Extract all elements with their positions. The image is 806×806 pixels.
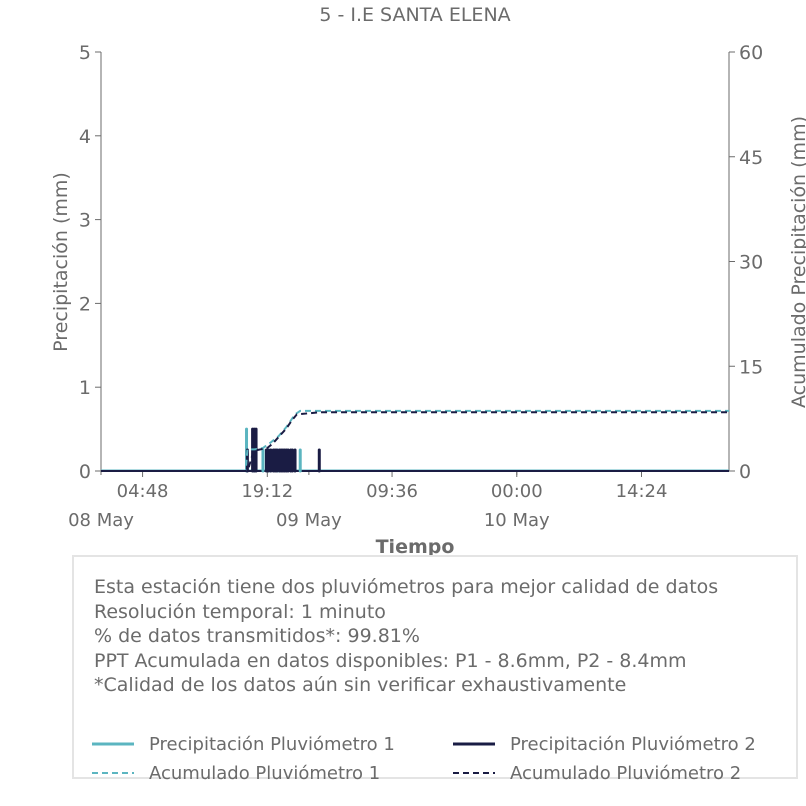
legend-item-accum-p2: Acumulado Pluviómetro 2 — [453, 760, 741, 786]
legend-swatch-precip-p1 — [92, 731, 134, 757]
legend-item-precip-p1: Precipitación Pluviómetro 1 — [92, 731, 395, 757]
info-lines: Esta estación tiene dos pluviómetros par… — [94, 575, 718, 698]
info-line-accumulated: PPT Acumulada en datos disponibles: P1 -… — [94, 649, 687, 672]
y-tick-label: 3 — [79, 210, 91, 232]
x-tick-label: 04:48 — [117, 481, 169, 502]
x-tick-label: 19:12 — [241, 481, 293, 502]
y-tick-label: 1 — [79, 377, 91, 399]
y2-tick-label: 45 — [739, 147, 763, 169]
y2-tick-label: 15 — [739, 356, 763, 378]
y-tick-label: 0 — [79, 461, 91, 483]
legend-swatch-accum-p1 — [92, 760, 134, 786]
date-tick-label: 10 May — [484, 510, 550, 531]
x-tick-label: 00:00 — [491, 481, 543, 502]
y2-tick-label: 60 — [739, 42, 763, 64]
x-axis-label: Tiempo — [376, 536, 455, 558]
legend-item-precip-p2: Precipitación Pluviómetro 2 — [453, 731, 756, 757]
info-box: Esta estación tiene dos pluviómetros par… — [72, 555, 798, 784]
chart-title: 5 - I.E SANTA ELENA — [319, 4, 510, 26]
legend-label-accum-p1: Acumulado Pluviómetro 1 — [149, 762, 381, 784]
y2-tick-label: 30 — [739, 252, 763, 274]
info-line-resolution: Resolución temporal: 1 minuto — [94, 600, 386, 623]
y-axis-label: Precipitación (mm) — [50, 172, 72, 352]
y2-axis-label: Acumulado Precipitación (mm) — [788, 116, 806, 408]
y2-tick-label: 0 — [739, 461, 751, 483]
legend-swatch-precip-p2 — [453, 731, 495, 757]
x-tick-label: 09:36 — [366, 481, 418, 502]
y-tick-label: 4 — [79, 126, 91, 148]
legend-label-precip-p2: Precipitación Pluviómetro 2 — [510, 733, 756, 755]
date-tick-label: 09 May — [276, 510, 342, 531]
legend-label-accum-p2: Acumulado Pluviómetro 2 — [510, 762, 742, 784]
legend-swatch-accum-p2 — [453, 760, 495, 786]
series-line-accum-p1 — [101, 409, 729, 472]
date-tick-label: 08 May — [68, 510, 134, 531]
info-line-transmitted: % de datos transmitidos*: 99.81% — [94, 625, 420, 647]
series-line-accum-p2 — [101, 411, 729, 472]
legend-item-accum-p1: Acumulado Pluviómetro 1 — [92, 760, 380, 786]
legend-label-precip-p1: Precipitación Pluviómetro 1 — [149, 733, 395, 755]
info-line-stations: Esta estación tiene dos pluviómetros par… — [94, 576, 719, 598]
legend: Precipitación Pluviómetro 1 Precipitació… — [92, 731, 792, 787]
y-tick-label: 5 — [79, 42, 91, 64]
x-tick-label: 14:24 — [616, 481, 668, 502]
info-line-quality-note: *Calidad de los datos aún sin verificar … — [94, 674, 627, 696]
y-tick-label: 2 — [79, 293, 91, 315]
